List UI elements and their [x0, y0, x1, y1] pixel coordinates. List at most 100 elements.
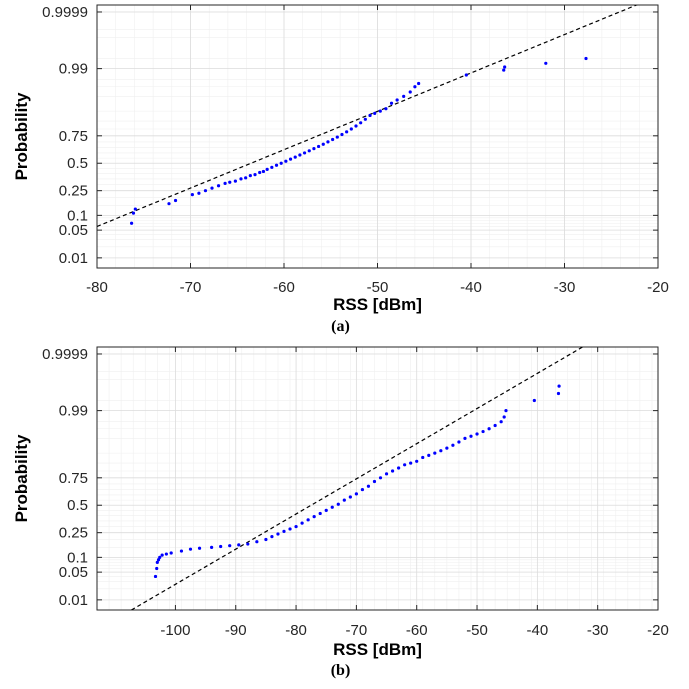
data-point	[584, 56, 588, 61]
data-point	[395, 98, 399, 102]
x-tick-label: -100	[160, 622, 190, 639]
data-point	[248, 174, 252, 178]
data-point	[340, 132, 344, 137]
data-point	[451, 443, 455, 447]
x-tick-label: -40	[460, 279, 482, 296]
data-point	[160, 553, 164, 557]
data-point	[293, 155, 297, 159]
data-point	[169, 551, 173, 555]
data-point	[203, 189, 208, 193]
data-point	[493, 423, 497, 428]
data-point	[264, 537, 268, 542]
y-tick-label: 0.05	[59, 222, 88, 239]
data-point	[502, 68, 506, 72]
data-point	[261, 169, 266, 174]
data-point	[228, 180, 232, 184]
y-tick-label: 0.05	[59, 564, 88, 581]
x-tick-label: -70	[180, 279, 202, 296]
data-point	[270, 165, 274, 169]
data-point	[270, 535, 274, 539]
data-point	[321, 142, 325, 146]
data-point	[503, 65, 507, 69]
y-tick-label: 0.9999	[42, 4, 88, 21]
data-point	[457, 440, 461, 444]
data-point	[378, 476, 383, 480]
x-tick-label: -50	[367, 279, 389, 296]
data-point	[233, 179, 237, 183]
reference-fit-line	[97, 5, 639, 228]
data-point	[335, 135, 339, 139]
data-point	[255, 540, 259, 544]
data-series	[129, 56, 588, 225]
data-point	[354, 124, 358, 128]
data-point	[487, 427, 491, 431]
data-point	[368, 113, 372, 118]
x-tick-label: -50	[466, 622, 488, 639]
data-point	[439, 449, 443, 453]
data-point	[279, 161, 283, 165]
data-point	[504, 409, 508, 413]
panel-label: (a)	[331, 318, 350, 335]
data-point	[342, 498, 346, 502]
data-point	[324, 508, 328, 512]
data-point	[481, 429, 485, 434]
data-point	[433, 451, 437, 455]
data-point	[179, 549, 184, 553]
grid	[97, 347, 658, 610]
x-tick-label: -30	[554, 279, 576, 296]
data-point	[502, 415, 506, 419]
data-point	[316, 144, 321, 149]
x-tick-label: -40	[527, 622, 549, 639]
data-point	[210, 186, 214, 190]
x-tick-label: -70	[346, 622, 368, 639]
data-point	[312, 514, 316, 519]
grid	[97, 5, 658, 268]
data-point	[397, 466, 401, 470]
data-point	[164, 552, 168, 556]
data-point	[282, 529, 286, 534]
data-point	[403, 463, 407, 467]
data-point	[167, 202, 171, 206]
data-point	[155, 560, 159, 564]
data-point	[284, 159, 288, 163]
y-tick-label: 0.5	[67, 155, 88, 172]
data-point	[253, 172, 257, 177]
data-point	[415, 459, 419, 463]
data-point	[390, 469, 395, 473]
data-point	[544, 61, 548, 65]
y-tick-label: 0.99	[59, 61, 88, 78]
data-point	[300, 521, 304, 525]
data-point	[197, 191, 201, 195]
y-tick-label: 0.99	[59, 403, 88, 420]
data-point	[223, 181, 227, 186]
y-tick-label: 0.1	[67, 549, 88, 566]
data-point	[210, 545, 214, 549]
plot-area	[97, 347, 658, 610]
data-point	[363, 117, 367, 121]
data-point	[155, 566, 159, 571]
y-tick-label: 0.25	[59, 183, 88, 200]
data-point	[258, 170, 262, 175]
data-point	[298, 153, 302, 157]
chart-panel-b: -100 -90 -80 -70 -60 -50 -40 -30 -20 0.01 0.050.1 0…	[12, 346, 669, 679]
data-point	[239, 177, 243, 181]
x-tick-label: -30	[587, 622, 609, 639]
data-point	[129, 221, 134, 225]
x-tick-label: -80	[86, 279, 108, 296]
data-point	[349, 127, 353, 131]
data-point	[188, 547, 193, 551]
data-point	[133, 207, 137, 211]
data-point	[131, 211, 136, 215]
y-tick-label: 0.9999	[42, 346, 88, 363]
y-tick-label: 0.75	[59, 128, 88, 145]
data-point	[421, 455, 425, 460]
y-tick-label: 0.1	[67, 207, 88, 224]
data-point	[326, 140, 330, 144]
data-point	[288, 527, 292, 531]
data-point	[153, 574, 158, 579]
x-axis-label: RSS [dBm]	[333, 295, 422, 314]
data-point	[173, 198, 178, 203]
chart-panel-a: -80 -70 -60 -50 -40 -30 -20 0.01 0.050.1 0.25 0.5 0…	[12, 4, 669, 335]
data-point	[354, 492, 358, 496]
data-point	[409, 461, 413, 465]
